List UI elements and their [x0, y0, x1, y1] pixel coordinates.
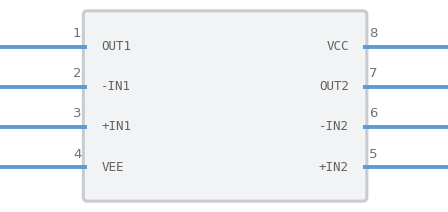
Text: -IN2: -IN2 — [319, 120, 349, 134]
Text: 2: 2 — [73, 67, 82, 80]
Text: 3: 3 — [73, 107, 82, 120]
Text: 7: 7 — [369, 67, 377, 80]
Text: OUT1: OUT1 — [101, 40, 131, 53]
Text: 6: 6 — [369, 107, 377, 120]
Text: 5: 5 — [369, 148, 377, 160]
Text: VCC: VCC — [327, 40, 349, 53]
FancyBboxPatch shape — [83, 11, 367, 201]
Text: 8: 8 — [369, 27, 377, 40]
Text: VEE: VEE — [101, 160, 124, 174]
Text: OUT2: OUT2 — [319, 80, 349, 93]
Text: 4: 4 — [73, 148, 82, 160]
Text: +IN1: +IN1 — [101, 120, 131, 134]
Text: -IN1: -IN1 — [101, 80, 131, 93]
Text: +IN2: +IN2 — [319, 160, 349, 174]
Text: 1: 1 — [73, 27, 82, 40]
